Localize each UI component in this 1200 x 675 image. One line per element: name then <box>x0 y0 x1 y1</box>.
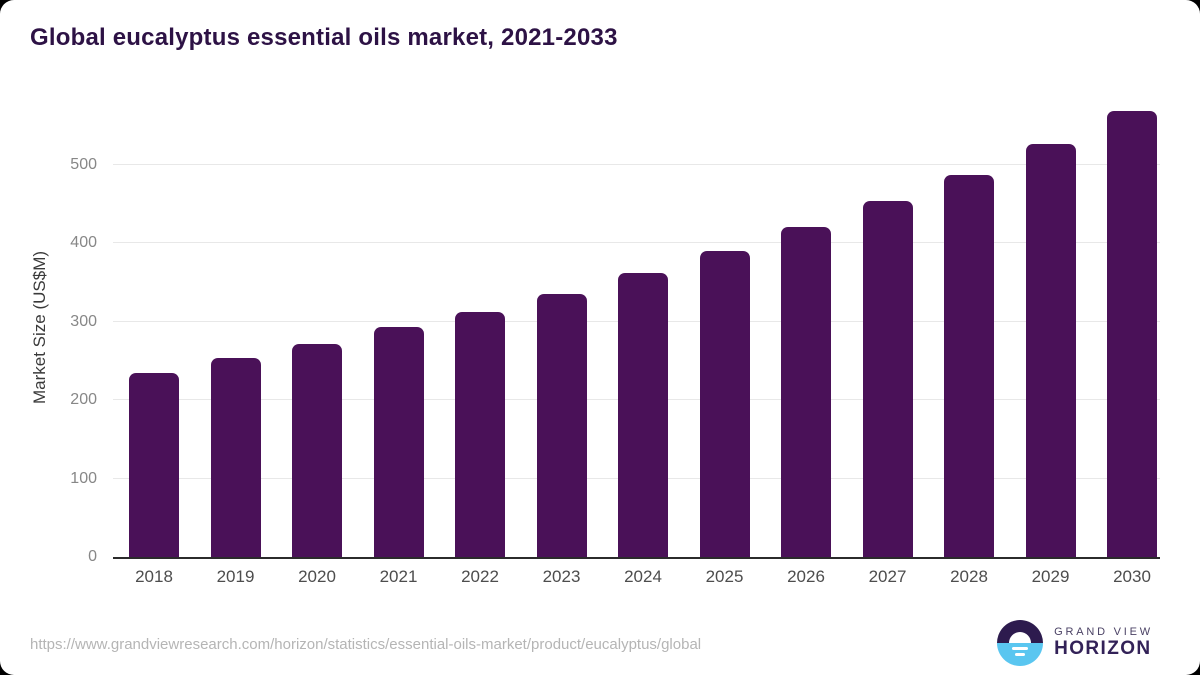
bar-2026 <box>781 227 831 557</box>
bar-2023 <box>536 294 587 557</box>
logo-text: GRAND VIEW HORIZON <box>1054 626 1153 660</box>
grand-view-horizon-logo: GRAND VIEW HORIZON <box>997 620 1153 666</box>
x-label-2027: 2027 <box>868 567 907 586</box>
sun-dome-shape <box>1009 632 1032 643</box>
chart-title: Global eucalyptus essential oils market,… <box>30 24 618 51</box>
y-tick-400: 400 <box>70 234 97 252</box>
y-tick-300: 300 <box>70 312 97 330</box>
y-tick-0: 0 <box>88 548 97 565</box>
bar-2020 <box>292 344 342 557</box>
reflection-line-2 <box>1015 653 1026 656</box>
y-axis-title: Market Size (US$M) <box>30 250 49 404</box>
plot-area: 0 100 200 300 400 500 <box>70 97 1160 565</box>
reflection-line-1 <box>1012 646 1029 650</box>
x-label-2023: 2023 <box>542 567 581 586</box>
x-label-2019: 2019 <box>216 567 255 586</box>
bar-2028 <box>944 174 994 557</box>
bar-2018 <box>129 373 179 557</box>
bar-2029 <box>1025 144 1076 557</box>
logo-brand-bottom: HORIZON <box>1054 638 1152 660</box>
x-label-2028: 2028 <box>950 567 988 586</box>
bar-2027 <box>862 201 913 557</box>
x-label-2021: 2021 <box>379 567 418 586</box>
x-label-2026: 2026 <box>787 567 825 586</box>
x-label-2022: 2022 <box>461 567 499 586</box>
x-label-2018: 2018 <box>135 567 173 586</box>
logo-brand-top: GRAND VIEW <box>1054 625 1153 638</box>
gridline-400 <box>113 242 1160 244</box>
bar-2022 <box>455 312 505 557</box>
y-tick-500: 500 <box>70 155 97 173</box>
gridline-500 <box>113 163 1160 165</box>
x-axis-labels: 2018 2019 2020 2021 2022 2023 2024 2025 2026 2027… <box>129 567 1157 587</box>
y-tick-100: 100 <box>70 469 97 487</box>
horizon-sunset-icon <box>997 620 1044 666</box>
bar-2021 <box>373 327 424 557</box>
bar-2024 <box>618 272 668 557</box>
x-label-2024: 2024 <box>624 567 662 586</box>
bar-2019 <box>210 358 261 557</box>
bar-series <box>129 97 1157 557</box>
x-label-2025: 2025 <box>705 567 744 586</box>
x-label-2029: 2029 <box>1031 567 1070 586</box>
bar-2030 <box>1107 111 1157 557</box>
source-url: https://www.grandviewresearch.com/horizo… <box>30 636 702 653</box>
x-label-2020: 2020 <box>298 567 336 586</box>
bar-2025 <box>699 250 750 557</box>
y-tick-200: 200 <box>70 391 97 409</box>
x-label-2030: 2030 <box>1113 567 1151 586</box>
